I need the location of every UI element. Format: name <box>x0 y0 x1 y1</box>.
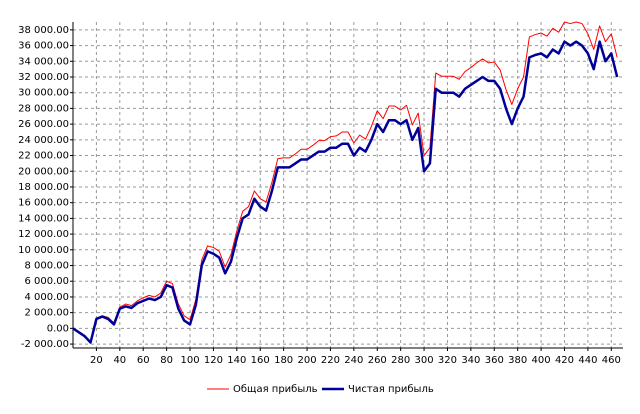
y-tick-label: 2 000.00 <box>24 308 69 319</box>
y-tick-label: 4 000.00 <box>24 292 69 303</box>
y-tick-label: 28 000.00 <box>18 103 69 114</box>
series-line <box>72 21 618 343</box>
y-tick-label: 22 000.00 <box>18 151 69 162</box>
x-tick-label: 380 <box>508 355 527 366</box>
x-tick-label: 180 <box>274 355 293 366</box>
y-tick-label: 10 000.00 <box>18 245 69 256</box>
x-tick-label: 120 <box>204 355 223 366</box>
x-tick-label: 100 <box>180 355 199 366</box>
x-tick-label: 420 <box>555 355 574 366</box>
y-tick-label: 20 000.00 <box>18 166 69 177</box>
x-tick-label: 400 <box>532 355 551 366</box>
x-tick-label: 220 <box>321 355 340 366</box>
y-tick-label: -2 000.00 <box>21 339 69 350</box>
y-tick-label: 38 000.00 <box>18 25 69 36</box>
y-tick-label: 24 000.00 <box>18 135 69 146</box>
x-tick-label: 140 <box>227 355 246 366</box>
y-tick-label: 36 000.00 <box>18 41 69 52</box>
y-tick-label: 30 000.00 <box>18 88 69 99</box>
x-tick-label: 460 <box>602 355 621 366</box>
legend-label: Общая прибыль <box>233 384 318 395</box>
x-tick-label: 240 <box>344 355 363 366</box>
y-tick-label: 26 000.00 <box>18 119 69 130</box>
x-tick-label: 280 <box>391 355 410 366</box>
y-tick-label: 12 000.00 <box>18 229 69 240</box>
y-tick-label: 16 000.00 <box>18 198 69 209</box>
x-tick-label: 200 <box>297 355 316 366</box>
x-tick-label: 260 <box>368 355 387 366</box>
x-tick-label: 320 <box>438 355 457 366</box>
x-tick-label: 80 <box>160 355 173 366</box>
y-tick-label: 6 000.00 <box>24 276 69 287</box>
x-tick-label: 440 <box>578 355 597 366</box>
x-tick-label: 340 <box>461 355 480 366</box>
y-tick-label: 18 000.00 <box>18 182 69 193</box>
y-tick-label: 14 000.00 <box>18 213 69 224</box>
x-tick-label: 300 <box>415 355 434 366</box>
x-tick-label: 160 <box>251 355 270 366</box>
x-tick-label: 360 <box>485 355 504 366</box>
y-tick-label: 8 000.00 <box>24 261 69 272</box>
x-tick-label: 40 <box>113 355 126 366</box>
legend-label: Чистая прибыль <box>348 384 434 395</box>
x-tick-label: 60 <box>137 355 150 366</box>
y-tick-label: 32 000.00 <box>18 72 69 83</box>
x-tick-label: 20 <box>90 355 103 366</box>
y-tick-label: 0.00 <box>47 323 69 334</box>
y-tick-label: 34 000.00 <box>18 56 69 67</box>
series-line <box>72 40 619 344</box>
